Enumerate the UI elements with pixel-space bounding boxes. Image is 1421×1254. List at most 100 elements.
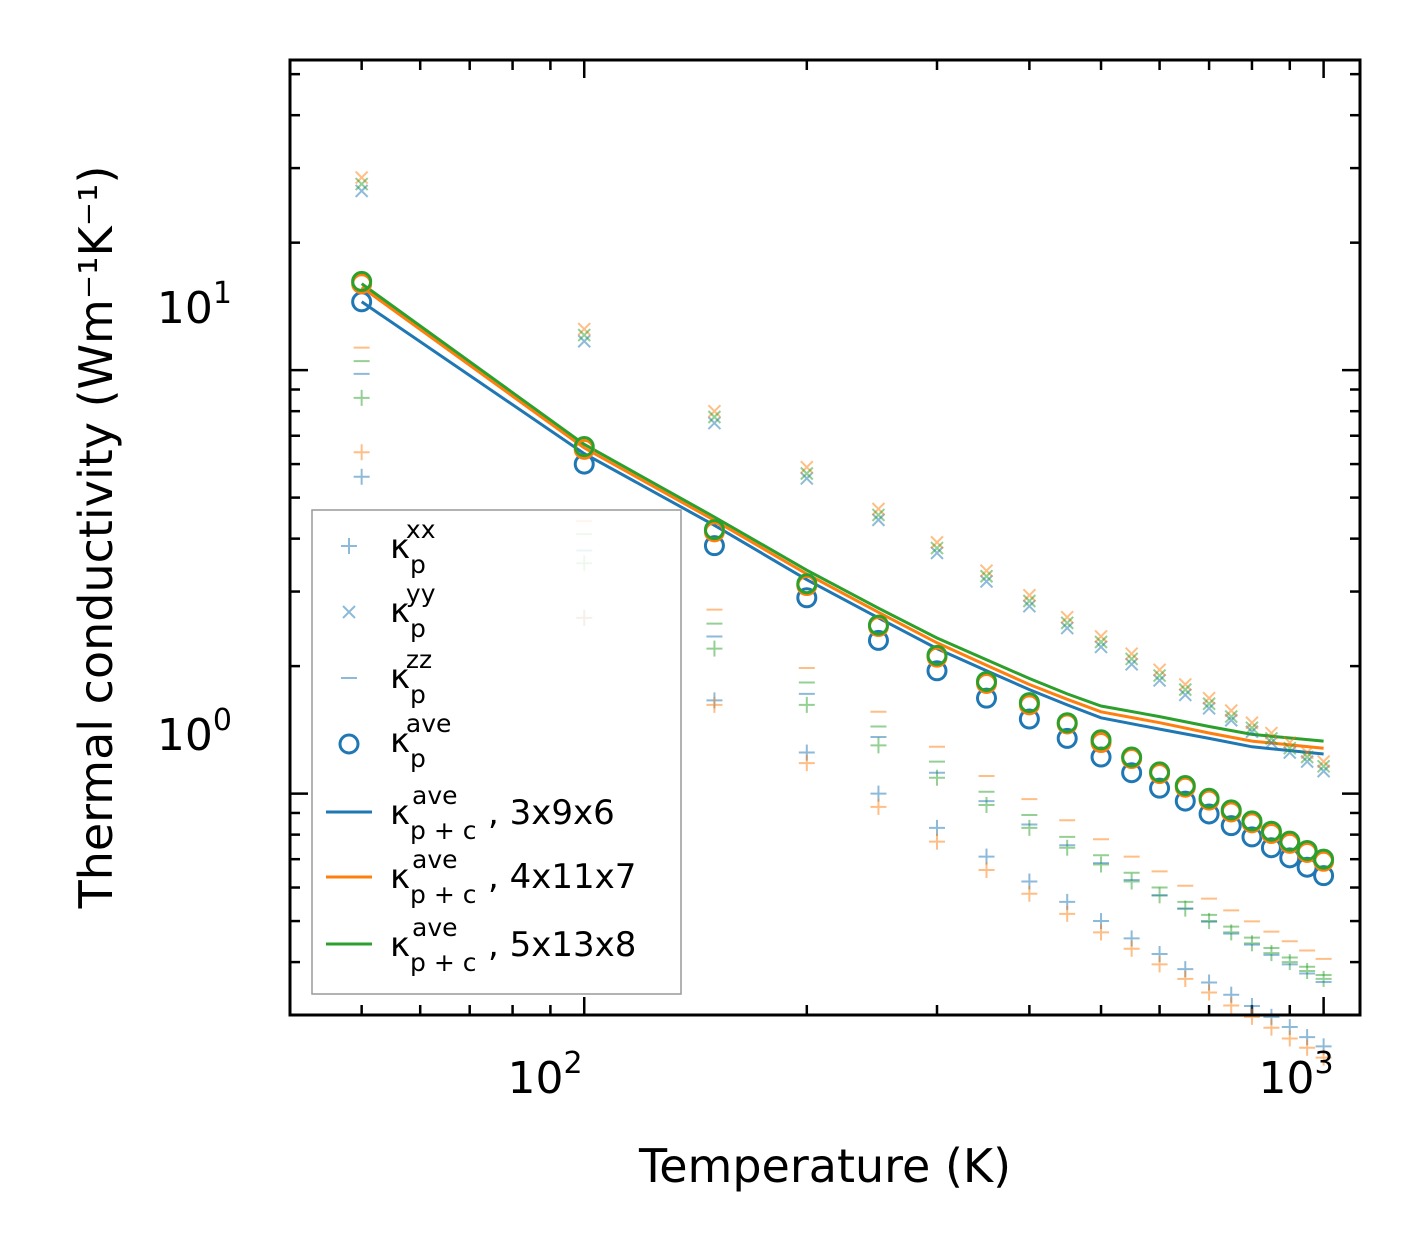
point-kyy_5x13x8-750 [1224,709,1238,724]
point-kyy_4x11x7-700 [1202,691,1216,705]
legend-label-kxx: κpxx [390,515,436,579]
point-kyy_4x11x7-250 [871,502,886,516]
point-kyy_5x13x8-650 [1178,682,1192,697]
point-kxx_4x11x7-150 [706,696,723,713]
point-kxx_4x11x7-300 [929,833,946,850]
point-kxx_4x11x7-900 [1281,1030,1298,1047]
legend-label-kyy: κpyy [390,579,436,643]
point-kyy_4x11x7-400 [1022,588,1037,602]
point-kave_5x13x8-200 [796,573,818,595]
y-tick-label-10: 101 [157,276,232,334]
point-kyy_5x13x8-850 [1264,731,1279,746]
point-kxx_4x11x7-850 [1263,1019,1280,1036]
point-kave_5x13x8-450 [1056,712,1078,734]
point-kxx_4x11x7-650 [1177,970,1194,987]
point-kxx_5x13x8-950 [1299,963,1316,980]
series-line-kpc_3x9x6 [360,300,1324,756]
point-kave_3x9x6-150 [703,535,725,557]
point-kyy_5x13x8-150 [707,410,722,424]
point-kxx_4x11x7-350 [978,862,995,879]
point-kave_5x13x8-550 [1121,746,1143,768]
point-kave_5x13x8-150 [703,519,725,541]
point-kyy_3x9x6-900 [1283,745,1297,760]
point-kave_3x9x6-600 [1149,777,1171,799]
point-kave_5x13x8-900 [1279,830,1301,852]
point-kyy_5x13x8-600 [1152,668,1167,683]
point-kyy_4x11x7-100 [577,322,591,336]
point-kxx_5x13x8-550 [1123,873,1140,890]
point-kave_5x13x8-850 [1260,820,1282,842]
point-kave_5x13x8-1000 [1313,848,1335,870]
point-kyy_5x13x8-900 [1283,741,1297,755]
point-kxx_3x9x6-250 [870,785,887,802]
point-kyy_3x9x6-1000 [1316,764,1331,778]
point-kxx_4x11x7-1000 [1315,1049,1332,1066]
x-axis-label: Temperature (K) [638,1139,1011,1193]
point-kyy_3x9x6-300 [930,546,944,560]
data-marks [351,170,1335,1066]
point-kyy_3x9x6-450 [1060,621,1074,635]
point-kxx_5x13x8-200 [798,696,815,713]
point-kave_3x9x6-250 [867,629,889,651]
point-kyy_5x13x8-1000 [1316,759,1331,773]
point-kyy_3x9x6-350 [979,574,994,589]
point-kyy_4x11x7-750 [1224,703,1238,718]
point-kxx_5x13x8-150 [706,640,723,657]
tick-labels: 102 103 100 101 [157,276,1334,1104]
point-kave_5x13x8-700 [1198,787,1220,809]
legend: κpxx κpyy κpzz κpave κp + cave, 3x9x6 κp… [311,509,682,995]
point-kyy_4x11x7-800 [1245,716,1259,730]
point-kyy_5x13x8-700 [1202,697,1216,711]
point-kave_3x9x6-50 [351,291,373,313]
point-kave_5x13x8-100 [573,436,595,458]
point-kxx_4x11x7-200 [798,755,815,772]
point-kxx_5x13x8-500 [1093,856,1110,873]
point-kyy_3x9x6-250 [871,513,886,527]
point-kave_5x13x8-300 [926,644,948,666]
point-kyy_3x9x6-600 [1152,673,1167,688]
point-kyy_5x13x8-50 [354,177,369,191]
legend-symbols [326,538,372,946]
point-kyy_3x9x6-700 [1202,701,1216,716]
y-axis-label: Thermal conductivity (Wm⁻¹K⁻¹) [69,166,123,910]
point-kyy_4x11x7-1000 [1316,754,1331,769]
legend-marker-swatch [341,538,357,554]
point-kxx_4x11x7-600 [1151,956,1168,973]
point-kyy_3x9x6-850 [1264,735,1279,750]
point-kyy_3x9x6-500 [1094,640,1108,654]
point-kave_5x13x8-750 [1220,799,1242,821]
point-kyy_3x9x6-200 [800,471,814,486]
point-kave_5x13x8-250 [867,614,889,636]
plot-frame [288,58,1362,1017]
series-line-kpc_4x11x7 [360,285,1324,750]
axis-ticks [288,60,1360,1017]
point-kyy_4x11x7-300 [930,535,944,550]
point-kave_5x13x8-350 [976,670,998,692]
point-kyy_3x9x6-400 [1022,599,1037,613]
point-kyy_5x13x8-350 [979,569,994,583]
point-kxx_4x11x7-950 [1299,1039,1316,1056]
legend-marker-swatch [338,733,360,755]
point-kyy_5x13x8-950 [1300,750,1314,764]
legend-label-kpc-3x9x6: κp + cave, 3x9x6 [390,781,615,845]
point-kyy_4x11x7-450 [1060,610,1074,624]
legend-frame [311,509,682,995]
x-tick-label-1000: 103 [1258,1046,1333,1104]
point-kyy_4x11x7-900 [1283,735,1297,750]
point-kyy_3x9x6-100 [577,334,591,348]
point-kxx_5x13x8-50 [353,389,370,406]
point-kave_3x9x6-400 [1018,708,1040,730]
point-kave_5x13x8-500 [1090,729,1112,751]
point-kyy_4x11x7-150 [707,404,722,418]
point-kave_5x13x8-400 [1018,692,1040,714]
point-kxx_4x11x7-50 [353,444,370,461]
point-kyy_4x11x7-650 [1178,677,1192,692]
point-kxx_4x11x7-700 [1201,984,1218,1001]
point-kave_5x13x8-800 [1241,810,1263,832]
point-kxx_4x11x7-400 [1021,885,1038,902]
point-kyy_5x13x8-450 [1060,616,1074,630]
x-tick-label-100: 102 [507,1046,582,1104]
y-tick-label-1: 100 [157,703,232,761]
point-kave_3x9x6-550 [1121,762,1143,784]
